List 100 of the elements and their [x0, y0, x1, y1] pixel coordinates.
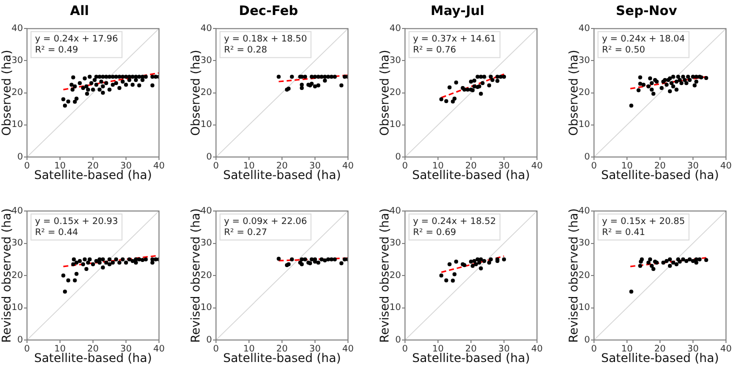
point	[134, 78, 138, 82]
point	[61, 97, 66, 102]
point	[688, 78, 692, 82]
point	[98, 260, 102, 265]
point	[487, 260, 492, 265]
point	[668, 264, 672, 268]
point	[646, 84, 650, 88]
annotation: R² = 0.28	[224, 45, 268, 56]
y-tick-label: 10	[390, 303, 402, 314]
point	[82, 76, 87, 80]
point	[448, 262, 452, 266]
point	[127, 257, 132, 262]
y-axis-title: Observed (ha)	[0, 50, 14, 136]
point	[150, 257, 154, 262]
point	[339, 83, 344, 88]
point	[668, 257, 672, 262]
point	[488, 257, 493, 262]
point	[704, 258, 708, 262]
point	[316, 83, 320, 88]
y-tick-label: 0	[206, 335, 212, 346]
point	[322, 78, 327, 83]
point	[72, 257, 76, 262]
point	[108, 74, 112, 79]
point	[84, 267, 88, 272]
point	[276, 74, 281, 79]
point	[482, 74, 486, 79]
point	[134, 257, 138, 262]
point	[452, 96, 456, 101]
y-tick-label: 0	[584, 335, 590, 346]
point	[124, 260, 128, 265]
point	[670, 81, 674, 86]
point	[650, 81, 654, 86]
chart-title: May-Jul	[430, 4, 484, 20]
x-tick-label: 40	[531, 344, 543, 355]
point	[651, 92, 656, 96]
point	[117, 74, 122, 79]
point	[98, 88, 102, 92]
point	[661, 260, 666, 265]
point	[322, 74, 327, 79]
point	[320, 74, 324, 79]
point	[316, 260, 320, 265]
point	[450, 99, 455, 104]
annotation: y = 0.24x + 17.96	[35, 34, 118, 44]
y-tick-label: 30	[578, 56, 590, 66]
point	[474, 262, 478, 266]
chart-title: All	[70, 4, 89, 20]
point	[72, 100, 77, 104]
point	[72, 278, 77, 282]
point	[502, 257, 506, 262]
point	[140, 78, 144, 82]
point	[99, 80, 104, 84]
x-tick-label: 40	[720, 344, 732, 355]
point	[150, 260, 154, 265]
point	[684, 81, 688, 86]
x-tick-label: 0	[24, 162, 30, 172]
point	[678, 78, 682, 82]
point	[144, 74, 148, 79]
point	[104, 81, 108, 86]
point	[439, 97, 444, 102]
point	[476, 74, 480, 79]
y-tick-label: 10	[578, 303, 590, 314]
x-tick-label: 0	[591, 162, 598, 172]
point	[108, 88, 112, 92]
point	[88, 257, 92, 262]
point	[72, 84, 77, 88]
point	[679, 81, 684, 86]
point	[651, 267, 656, 272]
y-tick-label: 0	[17, 152, 24, 162]
point	[454, 260, 458, 264]
point	[313, 84, 317, 88]
point	[674, 88, 678, 92]
point	[303, 74, 308, 79]
x-tick-label: 40	[531, 162, 543, 172]
y-tick-label: 40	[12, 206, 24, 216]
annotation: R² = 0.50	[602, 45, 646, 56]
point	[86, 88, 90, 92]
point	[74, 272, 78, 276]
x-tick-label: 0	[213, 162, 220, 172]
point	[98, 74, 102, 79]
point	[137, 257, 142, 262]
point	[108, 262, 112, 266]
y-tick-label: 10	[200, 303, 212, 314]
point	[671, 74, 676, 79]
point	[472, 258, 476, 263]
point	[137, 83, 142, 88]
point	[686, 74, 690, 79]
point	[74, 260, 78, 265]
point	[478, 92, 483, 96]
point	[650, 88, 654, 92]
point	[698, 257, 702, 262]
y-tick-label: 40	[200, 206, 212, 216]
point	[100, 84, 105, 88]
x-tick-label: 0	[591, 344, 598, 355]
x-tick-label: 0	[402, 344, 408, 355]
y-tick-label: 40	[12, 24, 24, 34]
point	[62, 290, 67, 294]
point	[694, 260, 698, 265]
y-tick-label: 30	[390, 238, 402, 249]
point	[140, 258, 144, 262]
y-tick-label: 40	[578, 206, 590, 216]
